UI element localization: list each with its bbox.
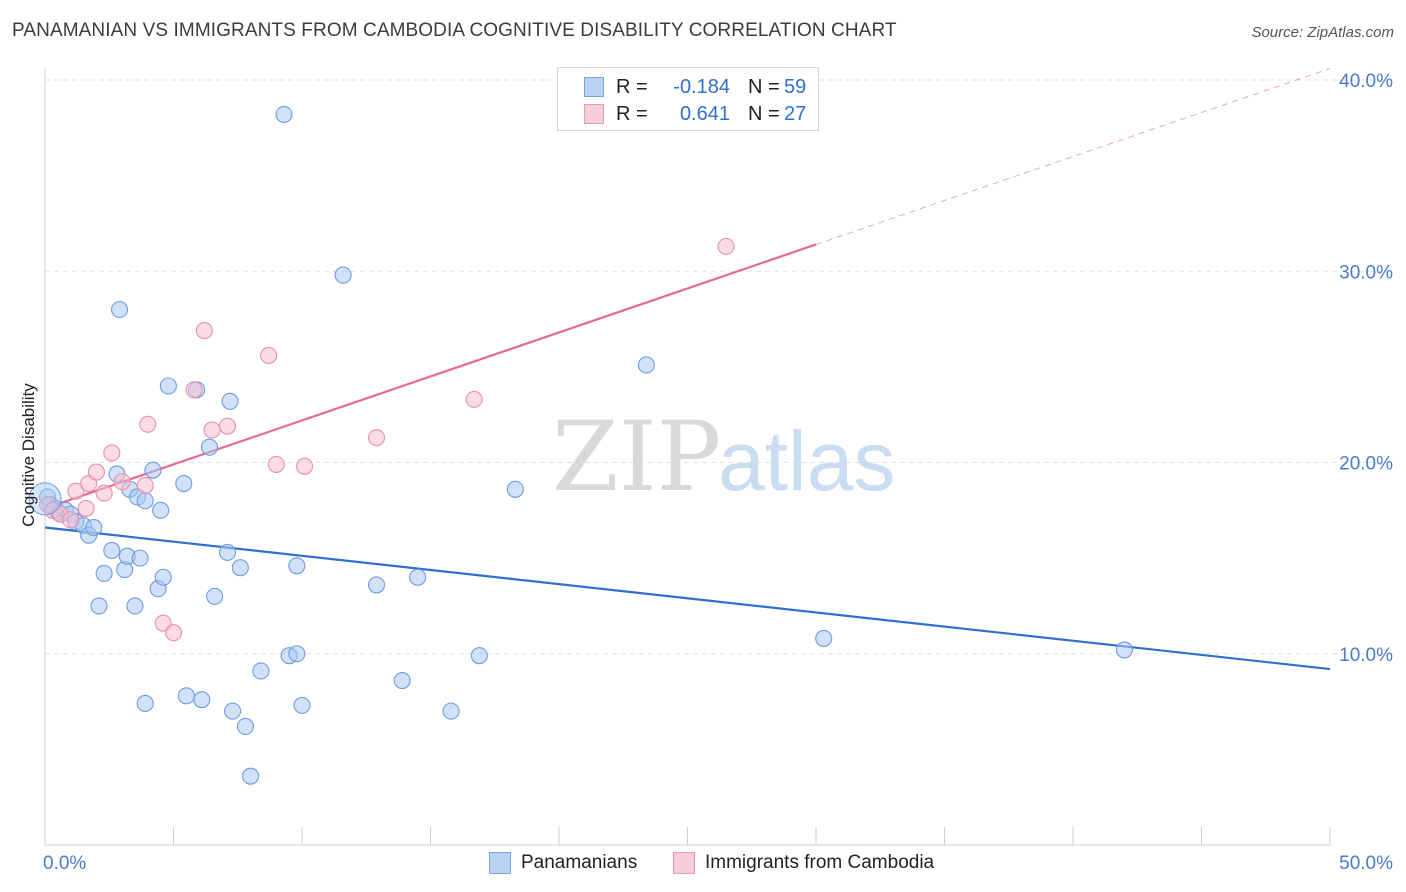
- legend-row-panamanians: R = -0.184 N = 59: [584, 74, 806, 100]
- cambodia-point: [195, 321, 213, 340]
- panamanian-point: [95, 564, 113, 582]
- panamanian-point: [90, 597, 108, 615]
- y-tick-label: 20.0%: [1339, 454, 1393, 475]
- panamanian-point: [200, 438, 219, 456]
- panamanian-point: [236, 717, 255, 735]
- bottom-legend-panamanians: Panamanians: [489, 852, 637, 874]
- panamanian-point: [110, 300, 129, 319]
- panamanian-point: [144, 461, 162, 479]
- cambodia-trend-line: [44, 243, 817, 510]
- bottom-legend-label: Panamanians: [521, 852, 638, 873]
- panamanian-point: [28, 482, 62, 516]
- legend-row-cambodia: R = 0.641 N = 27: [584, 101, 806, 127]
- x-tick-label: 0.0%: [43, 853, 86, 874]
- panamanian-point: [136, 492, 154, 510]
- legend: R = -0.184 N = 59 R = 0.641 N = 27: [557, 67, 819, 131]
- cambodia-trend-extension: [815, 68, 1331, 245]
- panamanian-point: [288, 557, 306, 575]
- watermark-atlas: atlas: [718, 414, 895, 508]
- panamanian-point: [1115, 641, 1133, 659]
- panamanian-point: [231, 559, 249, 577]
- cambodia-point: [67, 482, 85, 500]
- cambodia-point: [87, 463, 105, 481]
- panamanian-point: [252, 662, 270, 680]
- cambodia-point: [203, 421, 221, 439]
- panamanian-point: [218, 543, 237, 561]
- cambodia-point: [136, 476, 154, 495]
- legend-r-value: -0.184: [673, 75, 730, 98]
- y-tick-label: 40.0%: [1339, 71, 1393, 92]
- source-label: Source: ZipAtlas.com: [1251, 24, 1394, 41]
- panamanian-point: [152, 501, 170, 519]
- panamanian-point: [193, 691, 211, 709]
- y-axis-title: Cognitive Disability: [19, 383, 38, 527]
- y-tick-label: 10.0%: [1339, 645, 1393, 666]
- cambodia-point: [113, 473, 131, 491]
- panamanian-point: [103, 541, 121, 560]
- cambodia-point: [139, 415, 157, 433]
- bottom-legend-swatch-blue: [489, 852, 511, 874]
- cambodia-point: [267, 455, 285, 473]
- x-tick-label: 50.0%: [1339, 853, 1393, 874]
- panamanian-point: [470, 647, 488, 665]
- trend-lines: [44, 68, 1331, 671]
- panamanian-point: [293, 696, 311, 714]
- tick-labels: 10.0% 20.0% 30.0% 40.0% 0.0% 50.0%: [43, 71, 1393, 874]
- legend-n-label: N =: [748, 75, 780, 98]
- panamanian-point: [154, 568, 172, 586]
- bottom-legend-swatch-pink: [673, 852, 695, 874]
- cambodia-point: [164, 624, 183, 642]
- legend-r-label: R =: [616, 75, 648, 98]
- legend-swatch-blue: [584, 77, 604, 97]
- panamanian-point: [637, 356, 655, 374]
- cambodia-point: [77, 499, 95, 517]
- panamanian-point: [288, 645, 306, 663]
- data-points: [28, 105, 1133, 785]
- chart-title: PANAMANIAN VS IMMIGRANTS FROM CAMBODIA C…: [12, 20, 897, 41]
- cambodia-point: [717, 237, 735, 255]
- panamanian-point: [442, 702, 460, 720]
- legend-n-value: 59: [784, 75, 807, 98]
- cambodia-point: [465, 390, 483, 408]
- panamanian-point: [275, 105, 293, 123]
- cambodia-point: [185, 381, 203, 399]
- legend-swatch-pink: [584, 104, 604, 124]
- legend-n-label: N =: [748, 102, 780, 125]
- panamanian-point: [159, 377, 177, 395]
- panamanian-point: [334, 266, 352, 284]
- panamanian-point: [175, 474, 193, 493]
- panamanian-point: [206, 587, 224, 605]
- panamanian-point: [815, 629, 833, 648]
- panamanian-trend-line: [44, 526, 1331, 671]
- panamanian-point: [367, 576, 386, 594]
- legend-r-label: R =: [616, 102, 648, 125]
- panamanian-point: [242, 767, 260, 785]
- panamanian-point: [409, 568, 427, 586]
- cambodia-point: [296, 457, 314, 475]
- legend-n-value: 27: [784, 102, 807, 125]
- cambodia-point: [103, 444, 121, 462]
- panamanian-point: [506, 480, 524, 498]
- panamanian-point: [224, 702, 242, 720]
- cambodia-point: [218, 417, 237, 435]
- panamanian-point: [131, 549, 149, 567]
- bottom-legend-label: Immigrants from Cambodia: [705, 852, 935, 873]
- panamanian-point: [85, 518, 103, 537]
- cambodia-point: [260, 346, 278, 364]
- panamanian-point: [221, 392, 239, 410]
- watermark: ZIP atlas: [552, 401, 895, 513]
- axes: [44, 68, 1331, 846]
- panamanian-point: [393, 671, 411, 690]
- cambodia-point: [62, 511, 80, 529]
- cambodia-point: [367, 429, 386, 447]
- cambodia-point: [95, 484, 113, 502]
- panamanian-point: [126, 597, 144, 615]
- watermark-zip: ZIP: [552, 401, 721, 513]
- y-tick-label: 30.0%: [1339, 262, 1393, 283]
- bottom-legend-cambodia: Immigrants from Cambodia: [673, 852, 934, 874]
- legend-r-value: 0.641: [679, 102, 730, 125]
- panamanian-point: [136, 694, 154, 713]
- panamanian-point: [177, 687, 195, 705]
